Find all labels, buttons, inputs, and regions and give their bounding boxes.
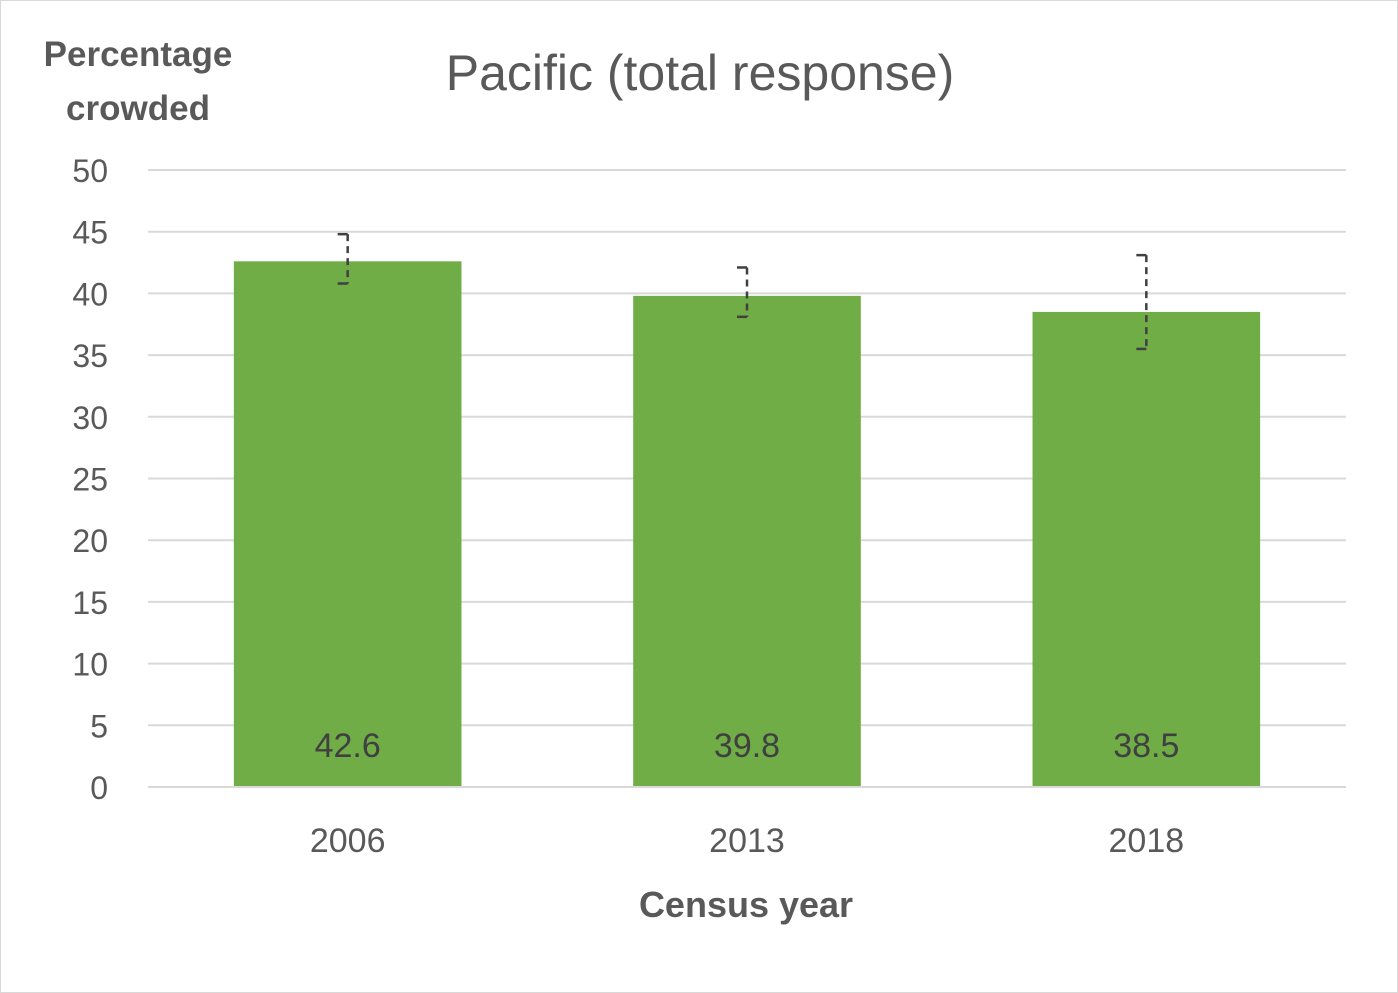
- x-tick-label-2006: 2006: [310, 822, 386, 860]
- x-axis-title: Census year: [638, 884, 854, 925]
- data-label-2013: 39.8: [714, 727, 780, 765]
- chart-title: Pacific (total response): [445, 45, 955, 101]
- y-tick-label-30: 30: [72, 400, 108, 436]
- y-tick-label-5: 5: [90, 708, 108, 744]
- y-tick-label-45: 45: [72, 215, 108, 251]
- y-tick-label-20: 20: [72, 523, 108, 559]
- y-axis-title-line-2: crowded: [66, 89, 210, 128]
- y-tick-label-40: 40: [72, 276, 108, 312]
- y-tick-label-10: 10: [72, 647, 108, 683]
- y-tick-label-0: 0: [90, 770, 108, 806]
- y-tick-label-35: 35: [72, 338, 108, 374]
- data-label-2006: 42.6: [315, 727, 381, 765]
- x-tick-label-2018: 2018: [1109, 822, 1185, 860]
- y-axis-title: Percentage crowded: [18, 28, 258, 136]
- y-tick-label-25: 25: [72, 462, 108, 498]
- y-tick-label-50: 50: [72, 153, 108, 189]
- data-label-2018: 38.5: [1113, 727, 1179, 765]
- bar-2018: [1032, 311, 1261, 787]
- y-axis-title-line-1: Percentage: [43, 35, 233, 74]
- y-tick-label-15: 15: [72, 585, 108, 621]
- x-tick-label-2013: 2013: [709, 822, 785, 860]
- bar-2013: [633, 295, 861, 787]
- bar-2006: [233, 261, 462, 787]
